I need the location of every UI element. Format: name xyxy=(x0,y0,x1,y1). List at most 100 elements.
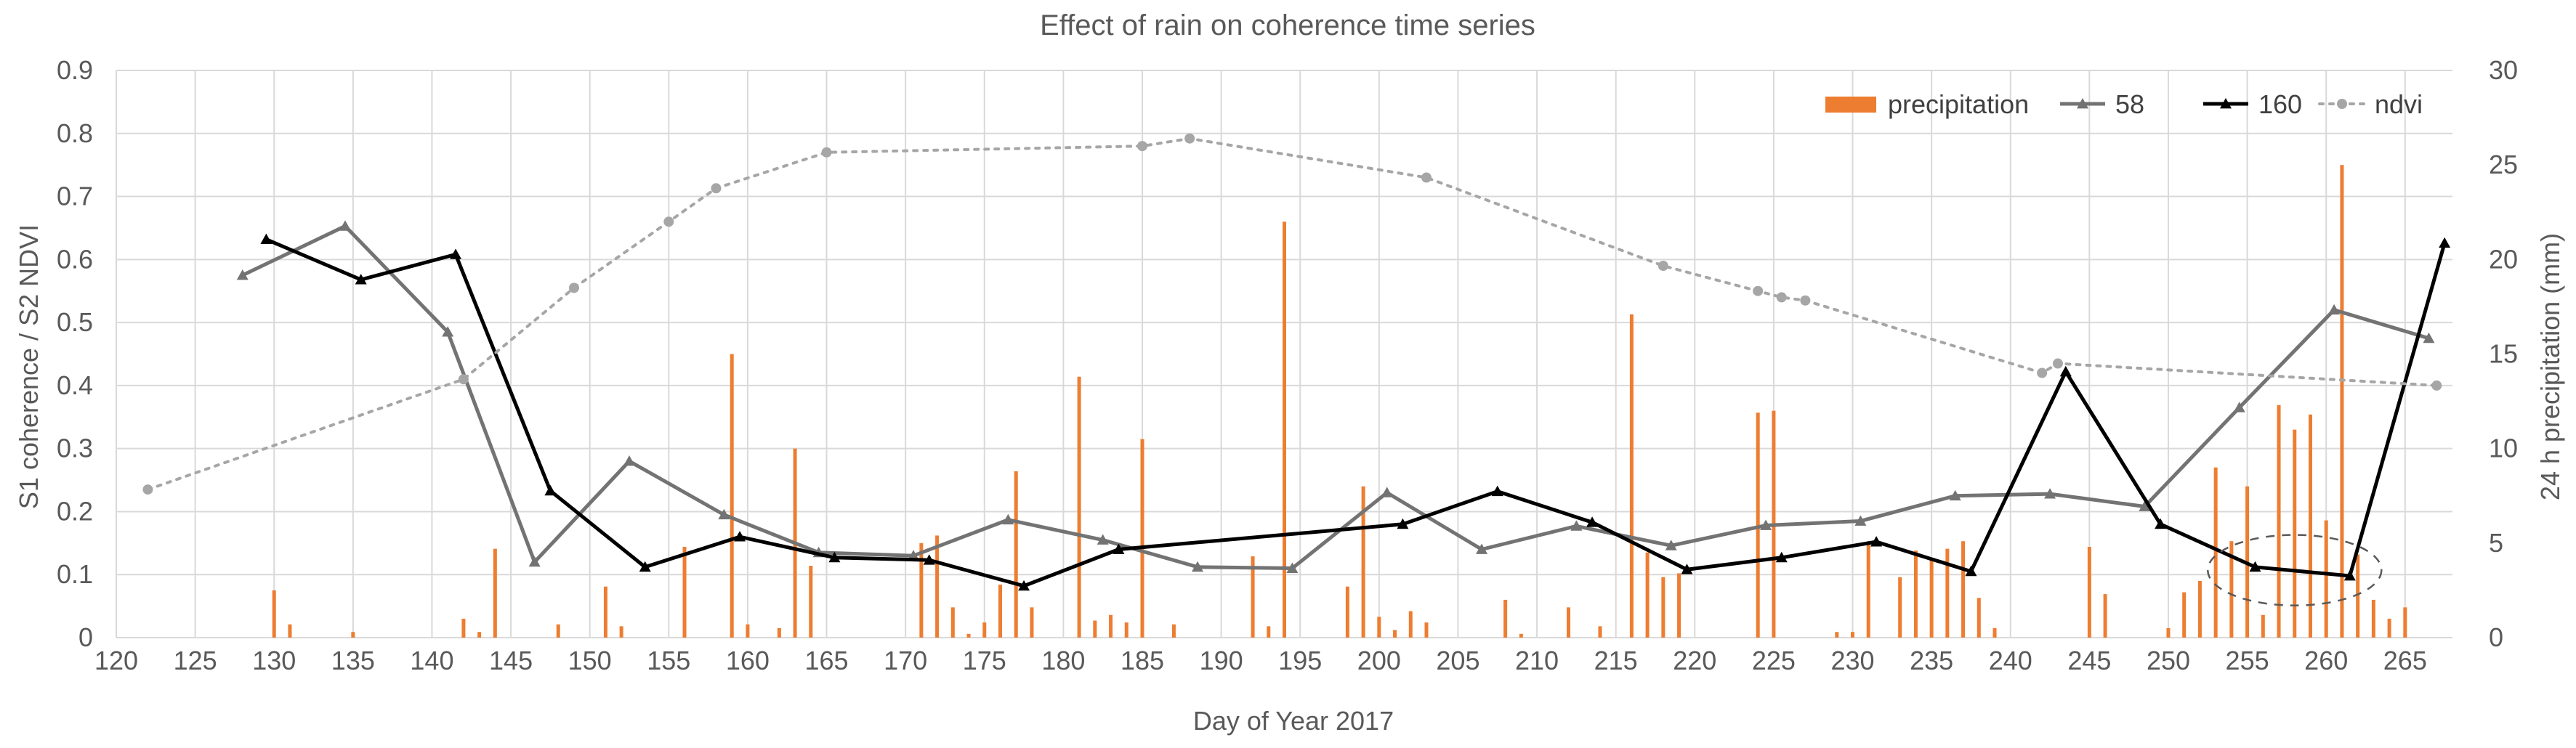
x-tick-label: 260 xyxy=(2304,646,2348,675)
series-58-point xyxy=(1570,520,1583,531)
series-58-point xyxy=(1286,562,1299,573)
series-160-point xyxy=(355,274,367,285)
x-tick-label: 155 xyxy=(647,646,690,675)
series-58-point xyxy=(1854,515,1867,526)
series-58-point xyxy=(442,326,454,337)
precipitation-bar xyxy=(288,624,292,638)
legend-label: 58 xyxy=(2115,89,2144,119)
y-right-tick-label: 0 xyxy=(2489,622,2503,652)
ndvi-point xyxy=(1184,133,1195,144)
x-tick-label: 120 xyxy=(94,646,138,675)
y-axis-title-right: 24 h precipitation (mm) xyxy=(2535,233,2565,500)
y-right-tick-label: 20 xyxy=(2489,244,2518,274)
series-160-point xyxy=(1965,565,1977,577)
series-58-point xyxy=(908,550,920,561)
series-160-point xyxy=(1681,564,1693,574)
precipitation-bar xyxy=(1408,611,1413,638)
precipitation-bar xyxy=(982,622,987,638)
legend-swatch-marker-ndvi xyxy=(2337,99,2347,109)
x-tick-label: 135 xyxy=(331,646,375,675)
precipitation-bar xyxy=(1124,622,1128,638)
x-tick-label: 250 xyxy=(2147,646,2190,675)
x-tick-label: 190 xyxy=(1200,646,1243,675)
precipitation-bar xyxy=(2371,599,2375,638)
precipitation-bar xyxy=(1567,607,1571,638)
series-58-point xyxy=(2044,488,2056,499)
x-tick-label: 240 xyxy=(1989,646,2032,675)
precipitation-bar xyxy=(919,542,924,638)
precipitation-bar xyxy=(1361,486,1365,638)
precipitation-bar xyxy=(950,607,955,638)
ndvi-point xyxy=(711,183,722,194)
series-160-point xyxy=(639,561,651,572)
x-tick-label: 185 xyxy=(1121,646,1164,675)
x-tick-label: 140 xyxy=(410,646,453,675)
series-160-point xyxy=(1397,518,1409,529)
series-160-point xyxy=(1018,580,1030,591)
precipitation-bar xyxy=(2261,614,2265,638)
y-left-tick-label: 0.5 xyxy=(57,307,93,337)
precipitation-bar xyxy=(935,535,940,638)
precipitation-bar xyxy=(1345,586,1349,638)
legend-label: precipitation xyxy=(1888,89,2029,119)
series-58-point xyxy=(718,508,730,520)
y-left-tick-label: 0.1 xyxy=(57,559,93,589)
precipitation-bar xyxy=(1503,599,1508,638)
ndvi-point xyxy=(1800,295,1811,306)
legend-swatch-precipitation xyxy=(1825,97,1876,113)
y-left-tick-label: 0.3 xyxy=(57,434,93,463)
series-160-point xyxy=(260,233,272,244)
y-left-tick-label: 0.7 xyxy=(57,182,93,211)
x-tick-label: 265 xyxy=(2383,646,2427,675)
x-tick-label: 215 xyxy=(1594,646,1638,675)
y-right-tick-label: 25 xyxy=(2489,150,2518,179)
series-58-point xyxy=(2233,402,2245,412)
series-160-point xyxy=(1113,543,1125,554)
precipitation-bar xyxy=(1171,624,1176,638)
x-tick-label: 150 xyxy=(568,646,612,675)
x-tick-label: 210 xyxy=(1515,646,1559,675)
series-58-point xyxy=(2328,304,2341,315)
precipitation-bar xyxy=(1629,314,1634,638)
x-tick-label: 130 xyxy=(252,646,296,675)
series-160-point xyxy=(450,248,462,259)
legend: precipitation 58 160 ndvi xyxy=(1825,89,2423,119)
precipitation-bar xyxy=(1677,573,1681,638)
x-tick-label: 125 xyxy=(174,646,217,675)
series-160-point xyxy=(923,554,935,565)
series-160-point xyxy=(828,551,841,563)
ndvi-point xyxy=(1753,285,1764,296)
precipitation-bar xyxy=(1267,626,1271,638)
precipitation-bar xyxy=(1851,632,1855,638)
precipitation-bar xyxy=(1898,577,1902,638)
precipitation-bar xyxy=(1109,614,1113,638)
ndvi-point xyxy=(1776,292,1787,303)
legend-swatch-marker-160 xyxy=(2220,98,2232,109)
precipitation-bar xyxy=(730,354,734,638)
dashed-ellipse-annotation xyxy=(2207,534,2383,606)
precipitation-bar xyxy=(1393,630,1397,638)
annotation-layer xyxy=(2207,534,2383,606)
x-tick-label: 170 xyxy=(884,646,927,675)
precipitation-bar xyxy=(2197,580,2202,638)
precipitation-bar xyxy=(461,618,466,638)
precipitation-bar xyxy=(603,586,607,638)
precipitation-bar xyxy=(1251,556,1255,638)
x-tick-label: 245 xyxy=(2067,646,2111,675)
precipitation-bar xyxy=(351,632,355,638)
y-right-tick-label: 15 xyxy=(2489,339,2518,369)
precipitation-bar xyxy=(1661,577,1665,638)
series-58-point xyxy=(236,269,249,280)
precipitation-bar xyxy=(1645,552,1650,638)
series-58-point xyxy=(1192,561,1204,572)
chart-title: Effect of rain on coherence time series xyxy=(1040,9,1535,41)
series-160-point xyxy=(544,484,557,496)
precipitation-bar xyxy=(2293,429,2297,638)
precipitation-bar xyxy=(2387,618,2391,638)
precipitation-bar xyxy=(809,566,813,638)
precipitation-bar xyxy=(998,585,1002,638)
precipitation-bar xyxy=(1866,541,1870,638)
series-160-point xyxy=(1586,516,1599,527)
legend-swatch-marker-58 xyxy=(2077,98,2088,109)
